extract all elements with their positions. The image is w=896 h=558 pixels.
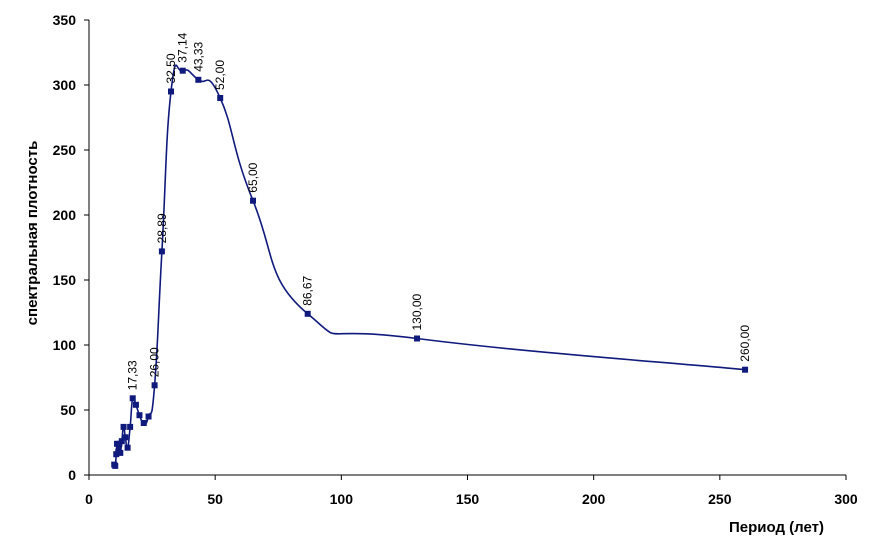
data-point <box>151 382 158 389</box>
data-label: 52,00 <box>213 60 227 90</box>
data-point <box>132 401 139 408</box>
data-label: 26,00 <box>148 347 162 377</box>
x-tick-label: 0 <box>85 491 93 507</box>
x-tick-label: 50 <box>207 491 223 507</box>
data-point <box>217 95 224 101</box>
y-tick-label: 100 <box>53 337 77 353</box>
data-point <box>304 310 311 317</box>
x-axis-title: Период (лет) <box>729 519 824 536</box>
data-point <box>136 412 143 419</box>
data-label: 32,50 <box>164 53 178 83</box>
data-point <box>168 88 175 95</box>
y-tick-label: 250 <box>53 142 77 158</box>
data-label: 260,00 <box>738 325 752 362</box>
data-point <box>195 76 202 83</box>
y-tick-label: 350 <box>53 12 77 28</box>
data-point <box>112 462 119 469</box>
y-tick-label: 300 <box>53 77 77 93</box>
x-tick-label: 150 <box>456 491 480 507</box>
data-point <box>124 444 131 451</box>
x-tick-label: 200 <box>582 491 606 507</box>
data-label: 43,33 <box>191 41 205 71</box>
y-tick-label: 50 <box>60 402 76 418</box>
data-point <box>122 434 129 441</box>
data-point <box>117 449 124 456</box>
y-tick-label: 150 <box>53 272 77 288</box>
x-tick-label: 100 <box>330 491 354 507</box>
x-tick-label: 300 <box>834 491 858 507</box>
data-point <box>145 413 152 420</box>
data-point <box>120 423 127 430</box>
data-point <box>742 366 749 373</box>
data-point <box>127 423 134 430</box>
series-line <box>113 64 746 468</box>
data-label: 28,89 <box>155 213 169 243</box>
data-point <box>118 438 125 445</box>
data-point <box>140 420 147 426</box>
curve-layer <box>113 64 746 468</box>
axes: 0 50 100 150 200 250 300 350 0 50 100 150 200 250 300 <box>53 12 858 507</box>
data-point <box>158 248 165 255</box>
data-label: 17,33 <box>126 360 140 390</box>
y-tick-label: 200 <box>53 207 77 223</box>
y-tick-label: 0 <box>68 467 76 483</box>
y-axis-title: спектральная плотность <box>24 141 41 326</box>
data-point <box>250 197 257 204</box>
data-label: 130,00 <box>410 293 424 330</box>
x-tick-label: 250 <box>708 491 732 507</box>
data-point <box>129 395 136 402</box>
data-label: 65,00 <box>246 162 260 192</box>
data-point <box>179 67 186 74</box>
data-label: 37,14 <box>176 32 190 62</box>
markers <box>111 67 749 469</box>
data-point <box>414 335 421 342</box>
data-label: 86,67 <box>301 275 315 305</box>
